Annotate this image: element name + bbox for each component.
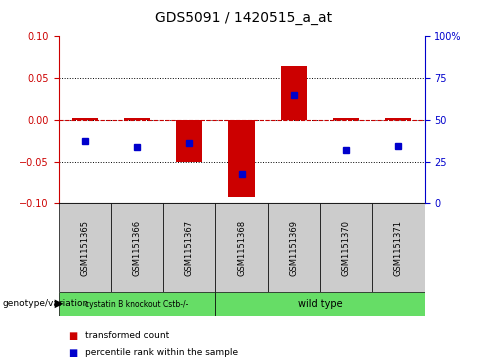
Bar <box>386 118 411 120</box>
Text: GSM1151370: GSM1151370 <box>342 220 351 276</box>
Bar <box>72 118 98 120</box>
Bar <box>111 203 163 292</box>
Bar <box>163 203 215 292</box>
Bar <box>215 203 268 292</box>
Bar <box>59 203 111 292</box>
Text: percentile rank within the sample: percentile rank within the sample <box>85 348 239 357</box>
Text: GSM1151367: GSM1151367 <box>185 220 194 276</box>
Bar <box>176 120 203 162</box>
Text: GSM1151368: GSM1151368 <box>237 220 246 276</box>
Bar <box>372 203 425 292</box>
Text: transformed count: transformed count <box>85 331 170 340</box>
Text: wild type: wild type <box>298 299 342 309</box>
Text: GSM1151365: GSM1151365 <box>80 220 89 276</box>
Text: ■: ■ <box>68 331 78 341</box>
Text: GSM1151366: GSM1151366 <box>132 220 142 276</box>
Bar <box>333 118 359 120</box>
Bar <box>320 203 372 292</box>
Text: ■: ■ <box>68 348 78 358</box>
Bar <box>268 203 320 292</box>
Text: GSM1151371: GSM1151371 <box>394 220 403 276</box>
Bar <box>215 292 425 316</box>
Bar <box>228 120 255 197</box>
Text: cystatin B knockout Cstb-/-: cystatin B knockout Cstb-/- <box>85 299 189 309</box>
Bar <box>281 65 307 120</box>
Text: GSM1151369: GSM1151369 <box>289 220 298 276</box>
Bar <box>124 118 150 120</box>
Text: genotype/variation: genotype/variation <box>2 299 89 308</box>
Text: GDS5091 / 1420515_a_at: GDS5091 / 1420515_a_at <box>156 11 332 25</box>
Bar <box>59 292 215 316</box>
